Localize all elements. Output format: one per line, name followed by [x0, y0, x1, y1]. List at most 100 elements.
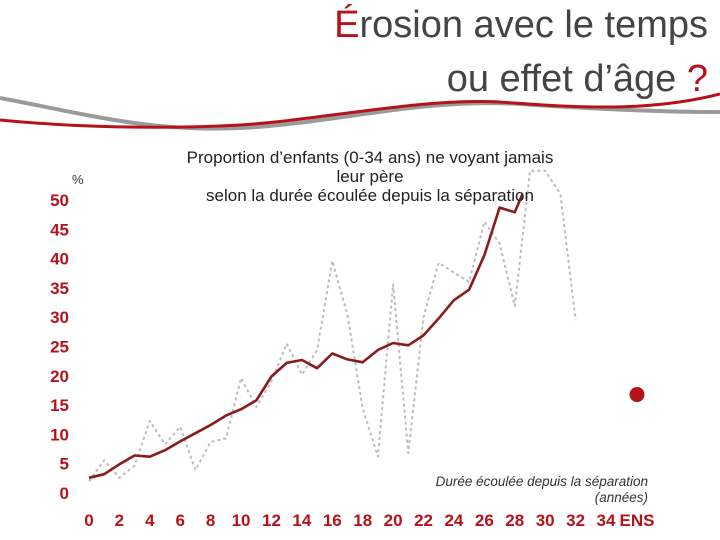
title-line-1: Érosion avec le temps — [334, 4, 708, 47]
dotted-point-24 — [453, 271, 455, 273]
solid-point-2 — [118, 463, 120, 465]
dotted-point-12 — [270, 380, 272, 382]
dotted-point-5 — [164, 443, 166, 445]
title-accent-letter: É — [334, 4, 360, 46]
solid-point-27 — [498, 206, 500, 208]
solid-point-14 — [301, 359, 303, 361]
x-tick-label-20: 20 — [384, 511, 403, 530]
x-tick-label-12: 12 — [262, 511, 281, 530]
solid-point-28 — [514, 211, 516, 213]
x-tick-label-22: 22 — [414, 511, 433, 530]
dotted-point-15 — [316, 349, 318, 351]
y-tick-label-0: 0 — [60, 484, 69, 503]
solid-point-9 — [225, 414, 227, 416]
dotted-point-20 — [392, 283, 394, 285]
solid-point-7 — [194, 432, 196, 434]
dotted-point-8 — [209, 441, 211, 443]
solid-point-21 — [407, 344, 409, 346]
decor-grey-swoosh — [0, 96, 720, 131]
x-tick-label-26: 26 — [475, 511, 494, 530]
dotted-point-26 — [483, 220, 485, 222]
dotted-point-19 — [377, 455, 379, 457]
y-tick-label-10: 10 — [50, 425, 69, 444]
dotted-point-16 — [331, 260, 333, 262]
solid-point-26 — [483, 254, 485, 256]
solid-point-1 — [103, 473, 105, 475]
x-tick-label-8: 8 — [206, 511, 215, 530]
title-line-1-text: rosion avec le temps — [359, 4, 709, 46]
y-tick-label-25: 25 — [50, 338, 69, 357]
x-axis-title-line-1: Durée écoulée depuis la séparation — [435, 474, 648, 489]
x-tick-label-16: 16 — [323, 511, 342, 530]
dotted-point-9 — [225, 437, 227, 439]
dotted-point-23 — [438, 262, 440, 264]
dotted-point-0 — [88, 480, 90, 482]
ens-point — [629, 387, 645, 403]
x-axis-title-line-2: (années) — [594, 490, 648, 505]
decor-red-swoosh — [0, 92, 720, 129]
x-tick-label-2: 2 — [115, 511, 124, 530]
solid-point-16 — [331, 352, 333, 354]
solid-point-24 — [453, 299, 455, 301]
solid-point-8 — [209, 424, 211, 426]
solid-point-13 — [285, 362, 287, 364]
solid-series-group — [88, 193, 524, 480]
y-tick-label-30: 30 — [50, 308, 69, 327]
x-tick-label-0: 0 — [84, 511, 93, 530]
chart-title-line-2: leur père — [336, 167, 404, 186]
dotted-point-10 — [240, 377, 242, 379]
y-tick-label-20: 20 — [50, 367, 69, 386]
solid-point-10 — [240, 408, 242, 410]
dotted-point-21 — [407, 452, 409, 454]
ens-group — [629, 387, 645, 403]
y-tick-label-35: 35 — [50, 279, 69, 298]
solid-point-23 — [438, 317, 440, 319]
dotted-point-6 — [179, 426, 181, 428]
dotted-point-28 — [514, 305, 516, 307]
dotted-point-7 — [194, 469, 196, 471]
y-tick-label-45: 45 — [50, 220, 69, 239]
chart-title: Proportion d’enfants (0-34 ans) ne voyan… — [150, 148, 590, 205]
x-tick-label-34: 34 — [597, 511, 616, 530]
x-tick-label-6: 6 — [176, 511, 185, 530]
dotted-point-18 — [362, 407, 364, 409]
solid-point-20 — [392, 342, 394, 344]
dotted-point-27 — [498, 242, 500, 244]
x-tick-label-18: 18 — [353, 511, 372, 530]
x-tick-label-14: 14 — [292, 511, 311, 530]
dotted-point-22 — [422, 316, 424, 318]
dotted-point-1 — [103, 459, 105, 461]
solid-point-19 — [377, 349, 379, 351]
y-tick-label-15: 15 — [50, 396, 69, 415]
solid-point-5 — [164, 449, 166, 451]
y-axis-unit-label: % — [72, 172, 84, 187]
chart-title-line-1: Proportion d’enfants (0-34 ans) ne voyan… — [186, 148, 554, 167]
solid-point-22 — [422, 334, 424, 336]
solid-point-17 — [346, 358, 348, 360]
dotted-point-2 — [118, 477, 120, 479]
x-tick-label-32: 32 — [566, 511, 585, 530]
chart-title-line-3: selon la durée écoulée depuis la séparat… — [206, 186, 534, 205]
x-tick-label-28: 28 — [505, 511, 524, 530]
solid-point-11 — [255, 399, 257, 401]
dotted-series-line — [88, 169, 577, 482]
dotted-point-14 — [301, 373, 303, 375]
solid-point-15 — [316, 367, 318, 369]
x-tick-label-24: 24 — [444, 511, 463, 530]
solid-point-25 — [468, 288, 470, 290]
dotted-point-17 — [346, 314, 348, 316]
dotted-point-13 — [285, 342, 287, 344]
y-tick-label-40: 40 — [50, 250, 69, 269]
solid-point-6 — [179, 440, 181, 442]
solid-point-3 — [133, 454, 135, 456]
y-tick-label-5: 5 — [60, 455, 69, 474]
solid-point-4 — [149, 455, 151, 457]
dotted-point-11 — [255, 406, 257, 408]
solid-series-line — [88, 193, 524, 480]
x-tick-label-ens: ENS — [620, 511, 655, 530]
title-line-2-text: ou effet d’âge — [446, 58, 687, 100]
dotted-point-32 — [574, 319, 576, 321]
x-tick-label-10: 10 — [232, 511, 251, 530]
